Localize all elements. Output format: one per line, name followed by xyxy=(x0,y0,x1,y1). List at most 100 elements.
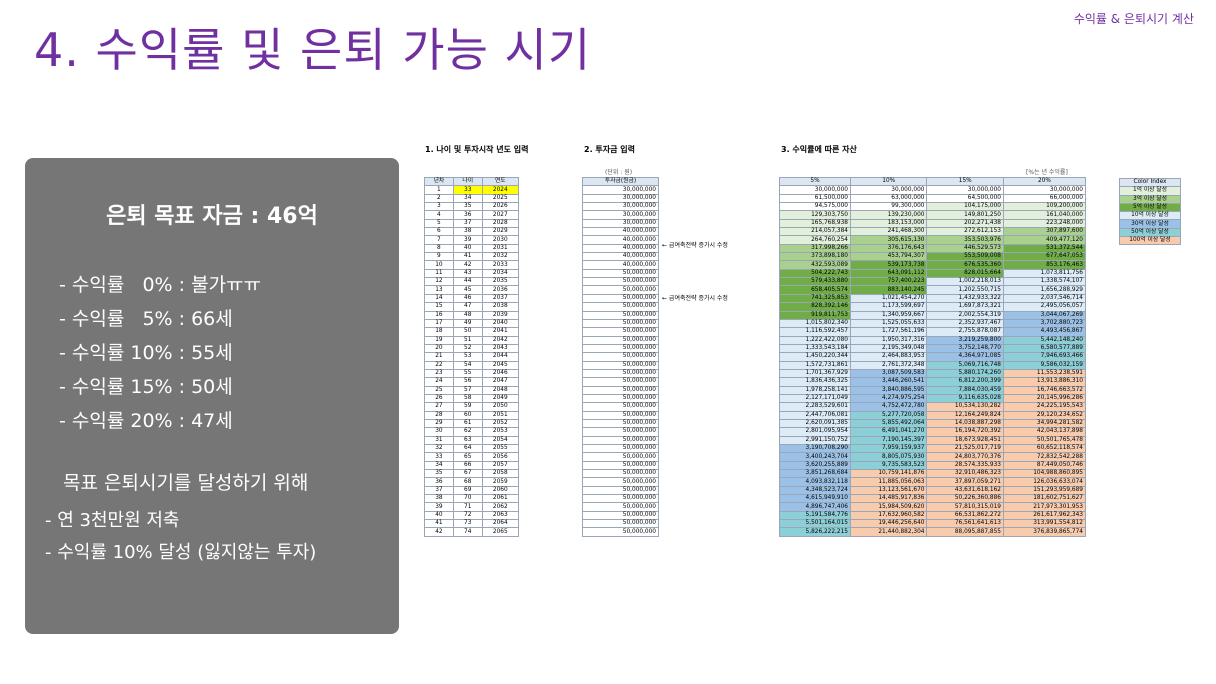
investment-cell: 30,000,000 xyxy=(582,202,659,212)
table-row: 25 57 2048 xyxy=(424,385,520,395)
asset-cell: 828,015,664 xyxy=(926,268,1004,279)
table-row: 3,400,243,704 8,805,075,930 24,803,770,376… xyxy=(779,452,1087,462)
table-row: 15 47 2038 xyxy=(424,302,520,312)
table-row: 50,000,000 xyxy=(582,377,659,387)
asset-cell: 66,531,862,272 xyxy=(926,510,1004,521)
asset-cell: 1,727,561,196 xyxy=(849,327,928,337)
investment-cell: 30,000,000 xyxy=(582,185,659,195)
table-row: 40,000,000 xyxy=(582,243,659,254)
age-cell: 67 xyxy=(452,469,483,479)
age-cell: 39 xyxy=(452,235,483,245)
asset-cell: 676,535,360 xyxy=(926,260,1004,270)
table-row: 10 42 2033 xyxy=(424,260,520,270)
asset-cell: 1,701,367,929 xyxy=(779,368,851,379)
age-cell: 68 xyxy=(452,477,483,487)
age-cell: 60 xyxy=(452,410,483,420)
table-row: 30,000,000 xyxy=(582,210,659,220)
asset-cell: 919,811,753 xyxy=(779,310,851,320)
asset-cell: 3,620,255,889 xyxy=(779,460,851,471)
table-row: 50,000,000 xyxy=(582,352,659,362)
asset-cell: 1,836,436,325 xyxy=(779,377,851,387)
asset-cell: 376,176,643 xyxy=(849,243,928,254)
legend-item: 10억 이상 달성 xyxy=(1119,211,1181,221)
table-row: 35 67 2058 xyxy=(424,469,520,479)
investment-cell: 50,000,000 xyxy=(582,510,659,521)
year-cell: 2043 xyxy=(481,343,520,354)
year-index-cell: 13 xyxy=(424,285,454,295)
col-header: 투자금(원금) xyxy=(582,176,659,187)
year-cell: 2055 xyxy=(481,443,520,454)
asset-cell: 7,946,693,466 xyxy=(1002,352,1087,362)
table-row: 50,000,000 xyxy=(582,368,659,379)
table-row: 50,000,000 xyxy=(582,527,659,537)
investment-cell: 50,000,000 xyxy=(582,477,659,487)
asset-cell: 9,116,635,028 xyxy=(926,393,1004,404)
age-cell: 64 xyxy=(452,443,483,454)
year-cell: 2032 xyxy=(481,252,520,262)
table-row: 129,303,750 139,230,000 149,801,250 161,040… xyxy=(779,210,1087,220)
table-row: 264,760,254 305,615,130 353,503,976 409,477… xyxy=(779,235,1087,245)
year-index-cell: 8 xyxy=(424,243,454,254)
table-row: 34 66 2057 xyxy=(424,460,520,471)
asset-cell: 30,000,000 xyxy=(926,185,1004,195)
rate-line: - 수익률 5% : 66세 xyxy=(59,308,233,330)
age-cell: 57 xyxy=(452,385,483,395)
section-3-title: 3. 수익률에 따른 자산 xyxy=(781,145,857,154)
investment-cell: 40,000,000 xyxy=(582,235,659,245)
asset-cell: 1,572,731,861 xyxy=(779,360,851,370)
asset-cell: 3,190,708,290 xyxy=(779,443,851,454)
col-header: 20% xyxy=(1002,176,1087,187)
year-cell: 2061 xyxy=(481,494,520,504)
year-cell: 2038 xyxy=(481,302,520,312)
year-index-cell: 28 xyxy=(424,410,454,420)
asset-cell: 7,959,159,937 xyxy=(849,443,928,454)
table-row: 61,500,000 63,000,000 64,500,000 66,000,000 xyxy=(779,193,1087,204)
asset-cell: 2,991,150,752 xyxy=(779,435,851,446)
investment-cell: 50,000,000 xyxy=(582,418,659,429)
year-index-cell: 4 xyxy=(424,210,454,220)
table-row: 658,405,574 883,140,245 1,202,550,715 1,656… xyxy=(779,285,1087,295)
age-cell: 56 xyxy=(452,377,483,387)
edit-note: ← 급여축전략 증가시 수정 xyxy=(662,295,728,302)
age-cell: 70 xyxy=(452,494,483,504)
asset-cell: 5,826,222,215 xyxy=(779,527,851,537)
table-row: 26 58 2049 xyxy=(424,393,520,404)
asset-cell: 57,810,315,019 xyxy=(926,502,1004,512)
table-row: 50,000,000 xyxy=(582,494,659,504)
year-cell: 2026 xyxy=(481,202,520,212)
year-cell: 2034 xyxy=(481,268,520,279)
asset-cell: 9,586,032,159 xyxy=(1002,360,1087,370)
investment-cell: 50,000,000 xyxy=(582,393,659,404)
asset-cell: 10,759,141,876 xyxy=(849,469,928,479)
legend-item: 30억 이상 달성 xyxy=(1119,219,1181,229)
year-index-cell: 14 xyxy=(424,293,454,304)
asset-cell: 4,093,832,118 xyxy=(779,477,851,487)
asset-cell: 88,095,887,855 xyxy=(926,527,1004,537)
age-cell: 58 xyxy=(452,393,483,404)
asset-cell: 15,984,509,620 xyxy=(849,502,928,512)
asset-cell: 14,485,917,836 xyxy=(849,494,928,504)
year-cell: 2063 xyxy=(481,510,520,521)
age-cell: 53 xyxy=(452,352,483,362)
table-row: 50,000,000 xyxy=(582,335,659,345)
year-index-cell: 26 xyxy=(424,393,454,404)
year-index-cell: 20 xyxy=(424,343,454,354)
table-row: 22 54 2045 xyxy=(424,360,520,370)
investment-cell: 50,000,000 xyxy=(582,343,659,354)
asset-cell: 149,801,250 xyxy=(926,210,1004,220)
asset-cell: 30,000,000 xyxy=(779,185,851,195)
asset-cell: 3,851,268,684 xyxy=(779,469,851,479)
asset-cell: 531,372,544 xyxy=(1002,243,1087,254)
asset-cell: 4,615,949,910 xyxy=(779,494,851,504)
asset-cell: 60,652,118,574 xyxy=(1002,443,1087,454)
table-row: 8 40 2031 xyxy=(424,243,520,254)
rate-note: [%는 년 수익률] xyxy=(1026,169,1068,176)
year-index-cell: 24 xyxy=(424,377,454,387)
asset-cell: 241,468,300 xyxy=(849,227,928,237)
table-row: 7 39 2030 xyxy=(424,235,520,245)
table-row: 2,447,706,081 5,277,720,058 12,164,249,824… xyxy=(779,410,1087,420)
year-cell: 2044 xyxy=(481,352,520,362)
age-cell: 34 xyxy=(452,193,483,204)
asset-cell: 6,812,200,399 xyxy=(926,377,1004,387)
asset-cell: 6,491,041,270 xyxy=(849,427,928,437)
